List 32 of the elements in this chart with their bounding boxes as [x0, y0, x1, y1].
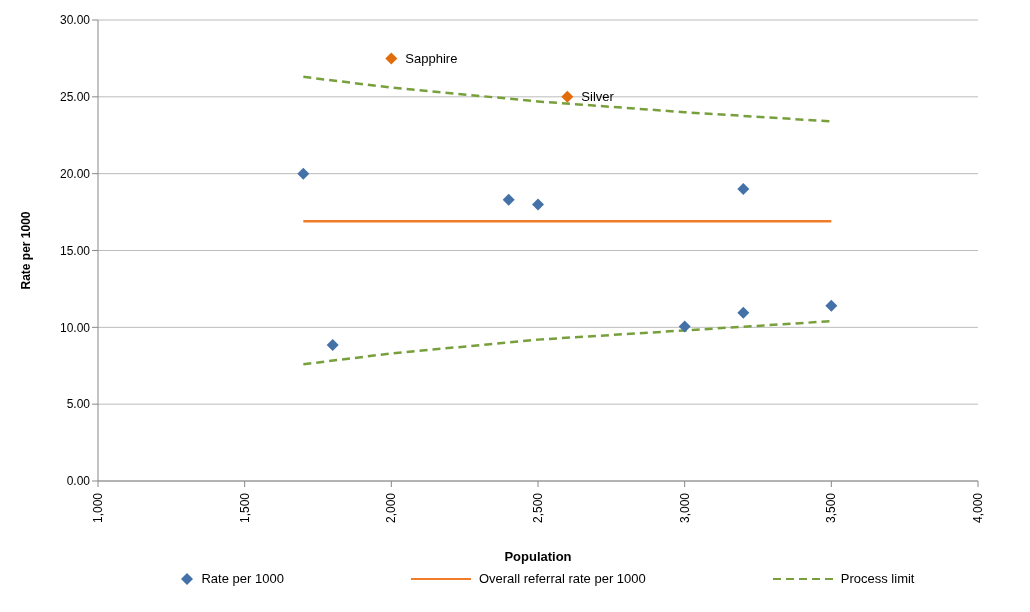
- y-tick-label: 15.00: [59, 243, 91, 258]
- x-tick-label: 3,500: [824, 492, 839, 524]
- x-tick-label: 1,000: [91, 492, 105, 524]
- legend-label: Process limit: [839, 571, 915, 586]
- y-tick-label: 0.00: [66, 474, 91, 489]
- annotation: Sapphire: [405, 51, 458, 67]
- legend-label: Overall referral rate per 1000: [477, 571, 646, 586]
- point: [502, 193, 515, 206]
- point: [825, 299, 838, 312]
- x-tick-label: 4,000: [971, 492, 985, 524]
- y-tick-label: 25.00: [59, 90, 91, 105]
- x-tick-label: 2,000: [384, 492, 399, 524]
- point: [297, 167, 310, 180]
- point: [326, 339, 339, 352]
- y-tick-label: 5.00: [66, 397, 91, 412]
- x-tick-label: 1,500: [237, 492, 252, 524]
- point: [678, 320, 691, 333]
- y-tick-label: 10.00: [59, 320, 91, 335]
- line-series: [302, 319, 833, 366]
- y-tick-label: 30.00: [59, 13, 91, 28]
- x-tick-label: 3,000: [677, 492, 692, 524]
- annotation: Silver: [581, 89, 615, 105]
- point: [561, 90, 574, 103]
- point: [385, 52, 398, 65]
- y-tick-label: 20.00: [59, 166, 91, 181]
- point: [532, 198, 544, 211]
- x-tick-label: 2,500: [531, 492, 545, 524]
- y-axis-title: Rate per 1000: [19, 211, 34, 290]
- legend-label: Rate per 1000: [200, 571, 284, 586]
- x-axis-title: Population: [504, 549, 572, 564]
- point: [737, 306, 750, 319]
- point: [737, 183, 750, 196]
